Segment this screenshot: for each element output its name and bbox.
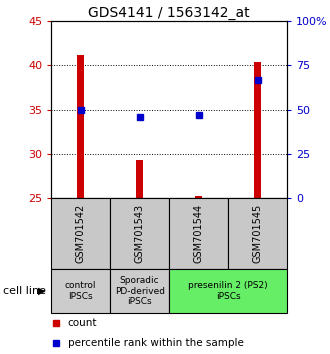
Bar	[110, 198, 169, 269]
Bar	[195, 195, 202, 198]
Bar	[51, 269, 110, 313]
Text: GSM701545: GSM701545	[252, 204, 263, 263]
Bar	[136, 160, 143, 198]
Text: GSM701544: GSM701544	[194, 204, 204, 263]
Bar	[169, 269, 287, 313]
Text: presenilin 2 (PS2)
iPSCs: presenilin 2 (PS2) iPSCs	[188, 281, 268, 301]
Title: GDS4141 / 1563142_at: GDS4141 / 1563142_at	[88, 6, 250, 20]
Bar	[110, 269, 169, 313]
Text: ▶: ▶	[38, 286, 46, 296]
Text: control
IPSCs: control IPSCs	[65, 281, 96, 301]
Bar	[254, 62, 261, 198]
Bar	[169, 198, 228, 269]
Bar	[51, 198, 110, 269]
Text: GSM701542: GSM701542	[76, 204, 86, 263]
Text: GSM701543: GSM701543	[135, 204, 145, 263]
Bar	[228, 198, 287, 269]
Text: percentile rank within the sample: percentile rank within the sample	[68, 338, 244, 348]
Text: cell line: cell line	[3, 286, 46, 296]
Text: count: count	[68, 318, 97, 328]
Bar	[77, 55, 84, 198]
Text: Sporadic
PD-derived
iPSCs: Sporadic PD-derived iPSCs	[115, 276, 165, 306]
